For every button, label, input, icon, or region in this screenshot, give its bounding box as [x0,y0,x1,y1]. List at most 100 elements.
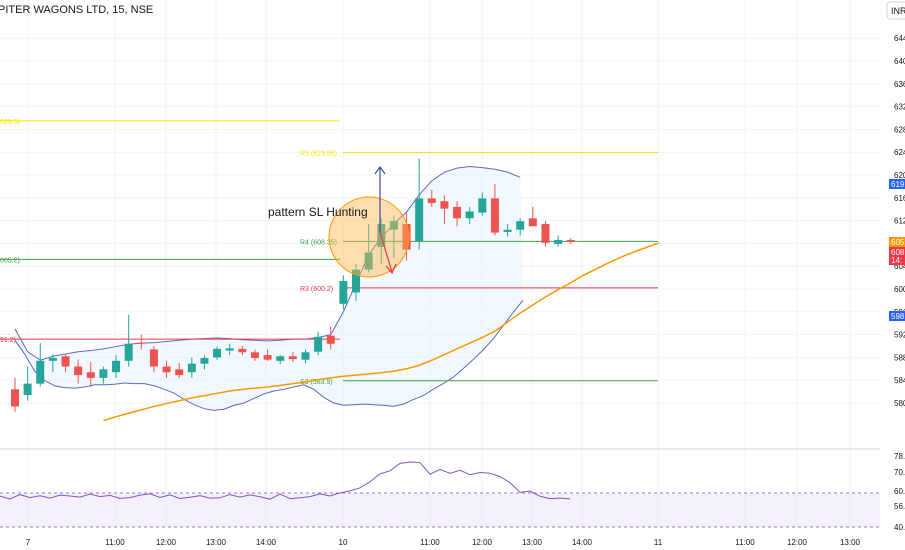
price-tick-label: 636 [894,80,905,89]
bollinger-lower [14,300,524,411]
pivot-label: R4 (608.35) [300,239,337,246]
candle-body [427,198,436,203]
annotation-label: pattern SL Hunting [268,205,368,219]
pivot-label: S3 (583.9) [300,379,333,386]
price-badge-label: 14: [891,256,902,265]
price-tick-label: 612 [894,217,905,226]
price-badge [889,311,905,321]
candle-body [61,356,70,367]
price-badge [889,179,905,189]
price-tick-label: 640 [894,57,905,66]
candle-body [566,239,575,242]
pattern-annotation[interactable]: pattern SL Hunting [268,165,410,278]
price-tick-label: 588 [894,353,905,362]
time-tick-label: 11:00 [420,538,440,547]
time-tick-label: 13:00 [522,538,543,547]
candle-body [36,360,45,384]
candle-body [554,239,563,244]
time-tick-label: 10 [339,538,348,547]
candle-body [86,372,95,378]
currency-button[interactable]: INR [886,1,905,20]
chart-title: PITER WAGONS LTD, 15, NSE [0,4,153,16]
price-tick-label: 628 [894,125,905,134]
candle-body [364,252,373,270]
candle-body [389,221,398,230]
candle-body [301,352,310,360]
candle-body [478,198,487,213]
candle-body [314,336,323,352]
candle-body [187,363,196,373]
candle-body [149,349,158,367]
time-tick-label: 11:00 [105,538,125,547]
candle-body [516,221,525,230]
price-badge [889,255,905,265]
currency-label: INR [891,6,905,16]
price-tick-label: 632 [894,103,905,112]
rsi-tick-label: 60.0 [894,487,905,496]
pivot-label: R5 (623.95) [300,150,337,157]
candle-body [263,355,272,360]
candle-body [250,352,259,358]
annotation-circle [328,196,410,278]
candle-body [288,356,297,360]
pivot-label: 91.2) [0,337,16,344]
candle-body [124,343,133,361]
pivot-levels: R5 (623.95) R4 (608.35) R3 (600.2) S3 (583.… [0,119,658,386]
time-tick-label: 14:00 [572,538,593,547]
candle-body [503,229,512,232]
candle-body [352,269,361,293]
price-tick-label: 644 [894,34,905,43]
price-tick-label: 592 [894,331,905,340]
price-tick-label: 620 [894,171,905,180]
price-badge [889,237,905,247]
candle-body [465,211,474,219]
rsi-tick-label: 40.0 [894,523,905,532]
candle-body [213,348,222,358]
candle-body [200,357,209,364]
candle-body [23,383,32,396]
candle-body [175,369,184,376]
price-badge-label: 608 [891,248,905,257]
annotation-arrow-down-head [385,263,397,275]
candle-body [490,198,499,233]
price-badge-label: 619 [891,180,905,189]
candle-body [48,357,57,361]
price-badge-label: 598 [891,312,905,321]
price-tick-label: 584 [894,376,905,385]
candle-body [453,206,462,219]
time-tick-label: 7 [26,538,31,547]
rsi-line [0,461,571,500]
candle-body [402,224,411,250]
price-badge [889,247,905,257]
bollinger-upper [14,165,521,361]
annotation-arrow-down [379,231,393,273]
candle-body [11,389,19,407]
rsi-tick-label: 70.0 [894,468,905,477]
candle-body [276,356,285,361]
rsi-pane [0,448,880,528]
annotation-arrow-up-head [374,165,386,175]
price-tick-label: 604 [894,262,905,271]
candle-body [238,348,247,353]
time-tick-label: 12:00 [787,538,808,547]
candle-body [225,348,234,351]
price-tick-label: 616 [894,194,905,203]
candle-body [162,366,171,373]
time-tick-label: 11:00 [735,538,755,547]
pivot-label: R3 (600.2) [300,286,333,293]
rsi-tick-label: 56.1 [894,502,905,511]
candle-body [528,218,537,227]
candle-body [99,369,108,378]
rsi-band [0,493,880,527]
price-tick-label: 580 [894,399,905,408]
price-tick-label: 600 [894,285,905,294]
candle-body [326,335,335,344]
time-tick-label: 14:00 [256,538,277,547]
time-tick-label: 12:00 [472,538,493,547]
price-badge-label: 605 [891,238,905,247]
sma-line [103,242,660,422]
time-tick-label: 12:00 [156,538,177,547]
moving-average [103,242,660,422]
candle-body [74,366,83,376]
